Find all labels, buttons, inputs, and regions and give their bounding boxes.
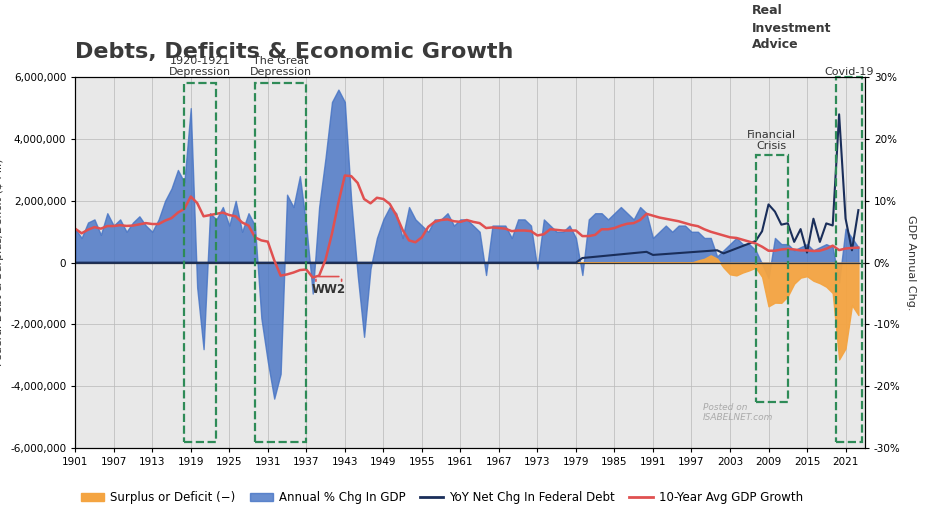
Y-axis label: Federal Debt & Surplus/Deficit ($ Mil): Federal Debt & Surplus/Deficit ($ Mil)	[0, 159, 5, 367]
Text: 1920-1921
Depression: 1920-1921 Depression	[169, 56, 231, 77]
Text: WW2: WW2	[312, 283, 346, 296]
Legend: Surplus or Deficit (−), Annual % Chg In GDP, YoY Net Chg In Federal Debt, 10-Yea: Surplus or Deficit (−), Annual % Chg In …	[76, 487, 807, 509]
Text: Posted on
ISABELNET.com: Posted on ISABELNET.com	[703, 403, 774, 422]
Text: Debts, Deficits & Economic Growth: Debts, Deficits & Economic Growth	[75, 42, 513, 62]
Bar	[184, 83, 216, 442]
Text: Financial
Crisis: Financial Crisis	[747, 130, 796, 151]
Text: Covid-19: Covid-19	[824, 67, 873, 77]
Text: The Great
Depression: The Great Depression	[249, 56, 312, 77]
Bar	[255, 83, 306, 442]
Y-axis label: GDP Annual Chg.: GDP Annual Chg.	[906, 215, 916, 311]
Bar	[756, 154, 788, 402]
Text: Real
Investment
Advice: Real Investment Advice	[752, 5, 832, 52]
Bar	[836, 77, 862, 442]
